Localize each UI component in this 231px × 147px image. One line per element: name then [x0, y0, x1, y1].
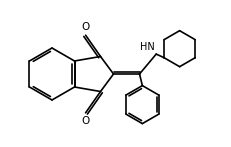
Text: O: O: [81, 116, 89, 126]
Text: HN: HN: [140, 42, 155, 52]
Text: O: O: [81, 22, 89, 32]
